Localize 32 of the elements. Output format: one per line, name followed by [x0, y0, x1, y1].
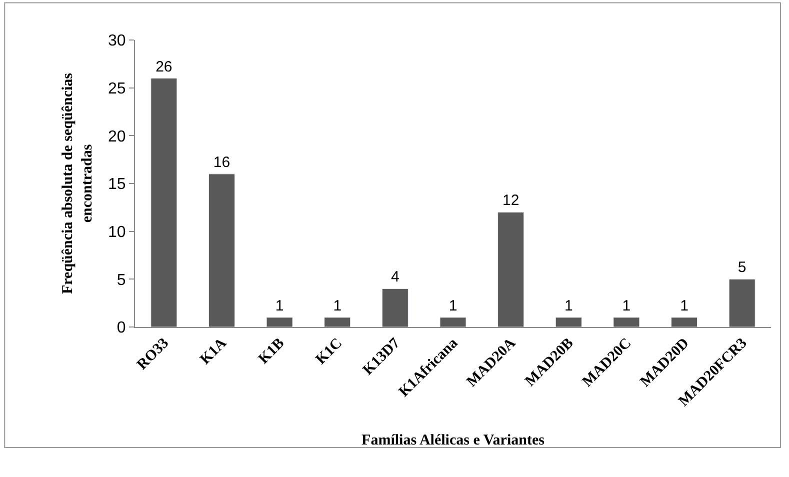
bar — [613, 317, 640, 327]
data-label: 1 — [564, 297, 573, 314]
data-label: 1 — [448, 297, 458, 314]
bar — [266, 317, 293, 327]
bar — [324, 317, 351, 327]
bar — [728, 278, 756, 327]
y-tick-label: 30 — [108, 32, 126, 50]
bar — [440, 317, 466, 327]
data-label: 1 — [275, 297, 284, 314]
y-tick-label: 25 — [108, 80, 126, 98]
data-label: 16 — [213, 154, 230, 171]
x-tick-label: K1A — [197, 335, 230, 368]
bar — [382, 288, 408, 327]
y-axis-title: Freqüência absoluta de seqüências encontradas — [60, 72, 96, 294]
bar — [671, 317, 698, 327]
y-tick-label: 15 — [108, 176, 126, 194]
data-label: 12 — [502, 192, 520, 210]
bar — [150, 78, 178, 327]
data-label: 1 — [333, 297, 342, 314]
data-label: 1 — [622, 297, 631, 314]
data-label: 5 — [738, 259, 746, 276]
y-tick-label: 5 — [116, 272, 126, 289]
y-tick-label: 10 — [108, 224, 126, 241]
bar — [498, 212, 524, 327]
x-axis-title: Famílias Alélicas e Variantes — [362, 432, 545, 449]
data-label: 26 — [156, 58, 172, 76]
y-tick-label: 0 — [116, 320, 126, 337]
bar — [208, 174, 235, 327]
y-tick-label: 20 — [108, 128, 126, 146]
data-label: 4 — [391, 268, 400, 286]
bar — [555, 317, 582, 327]
data-label: 1 — [680, 297, 688, 314]
